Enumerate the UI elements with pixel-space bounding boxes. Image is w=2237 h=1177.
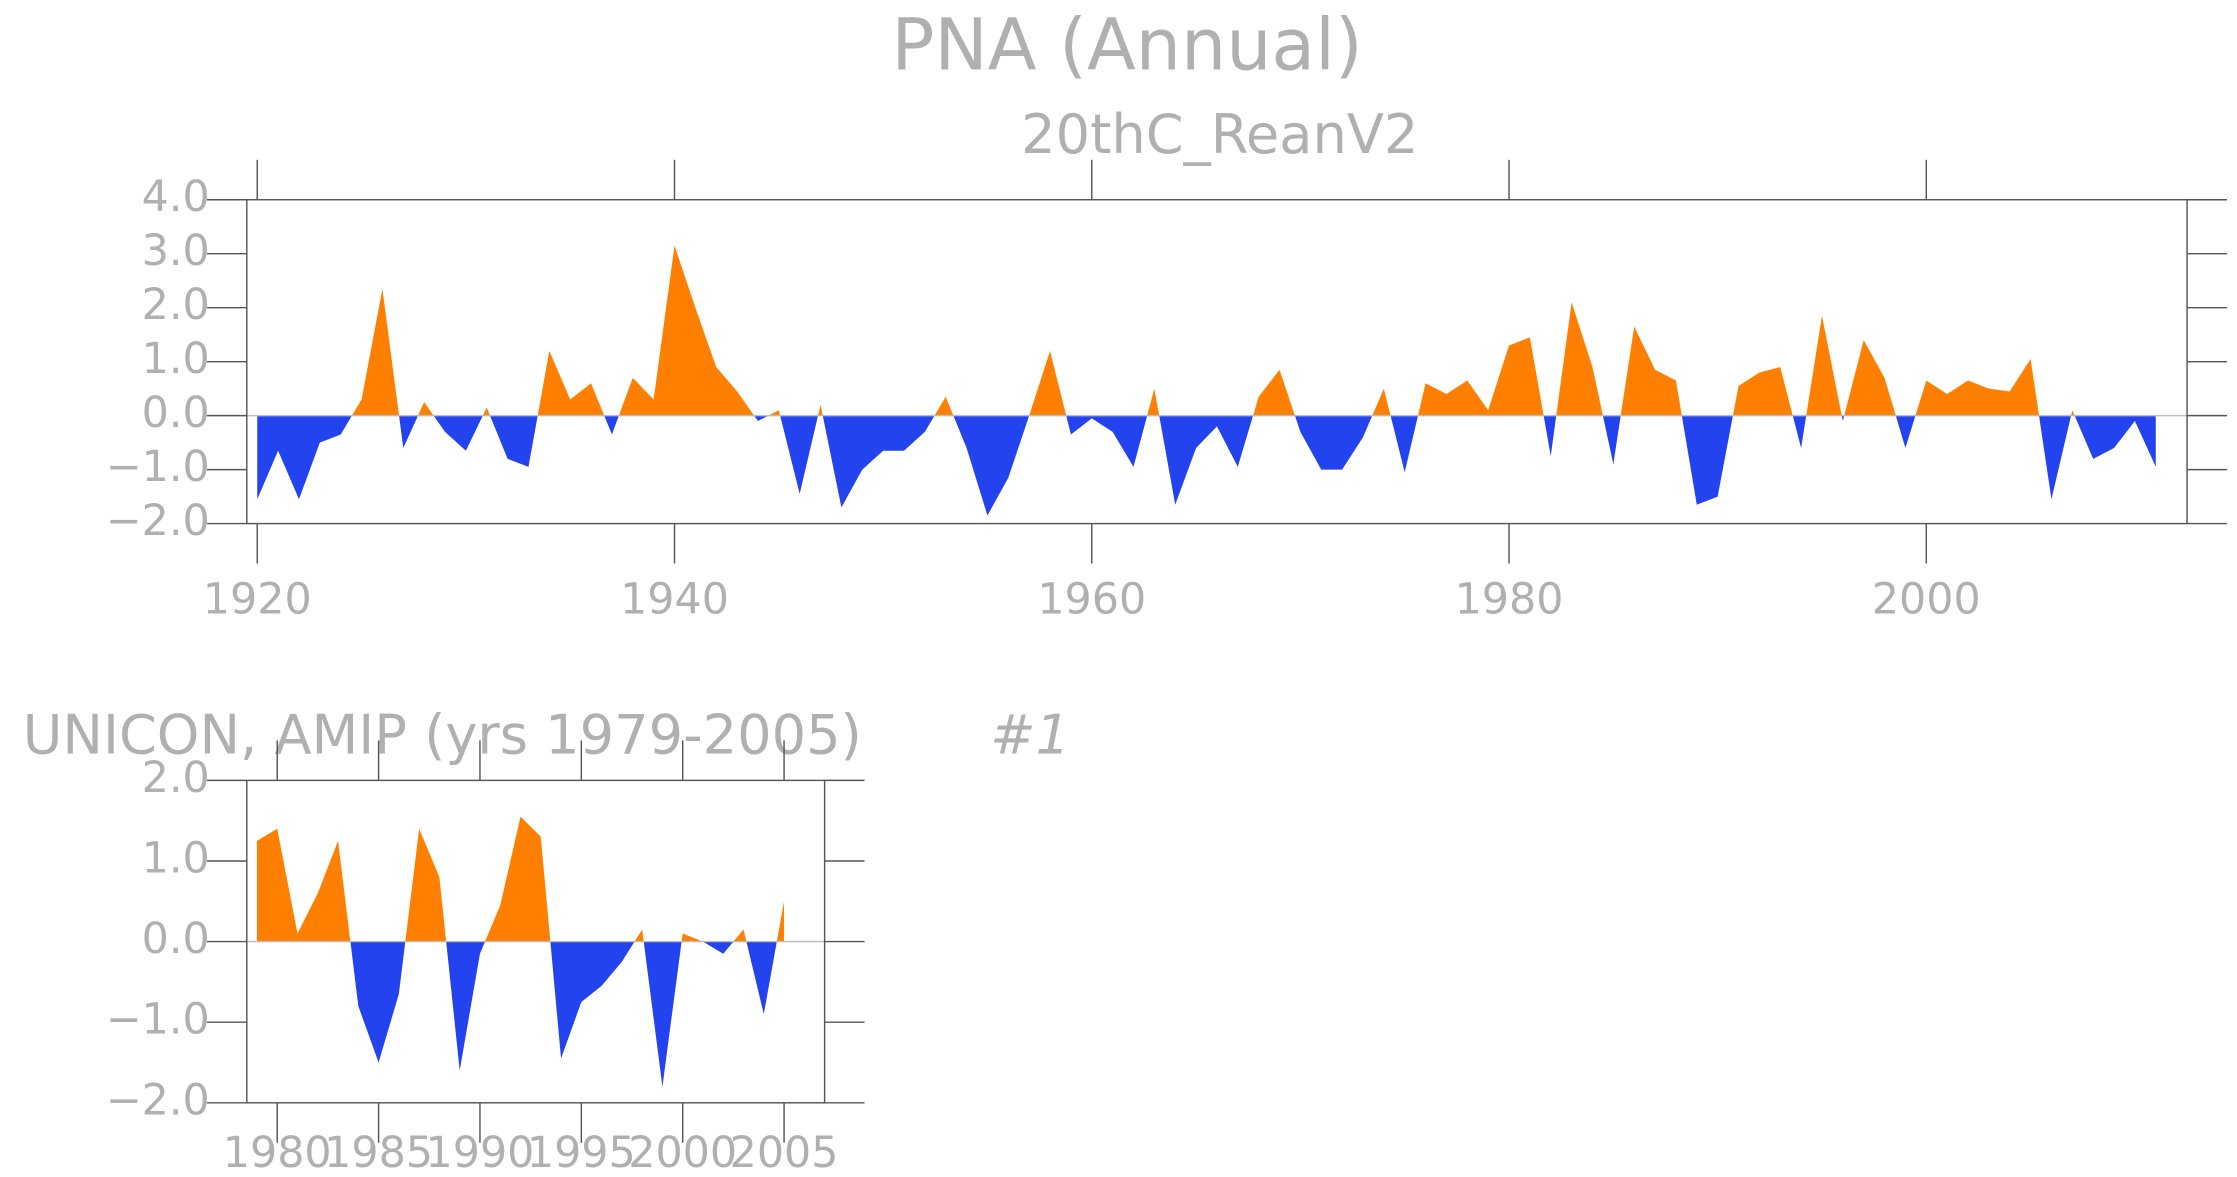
y-tick-label: 4.0 <box>142 172 210 222</box>
y-tick-label: 1.0 <box>142 833 210 883</box>
negative-area <box>257 415 2156 516</box>
y-tick-label: −1.0 <box>106 995 210 1045</box>
chart-title: UNICON, AMIP (yrs 1979-2005) <box>23 704 862 767</box>
y-tick-label: −1.0 <box>106 442 210 492</box>
negative-area <box>256 941 785 1087</box>
x-tick-label: 1985 <box>324 1128 433 1177</box>
y-tick-label: 0.0 <box>142 388 210 438</box>
x-tick-label: 1995 <box>527 1128 636 1177</box>
y-tick-label: −2.0 <box>106 1075 210 1125</box>
x-tick-label: 1990 <box>426 1128 535 1177</box>
x-tick-label: 1980 <box>223 1128 332 1177</box>
chart-title: PNA (Annual) <box>891 3 1362 86</box>
x-tick-label: 2000 <box>1872 575 1981 625</box>
y-tick-label: 2.0 <box>142 753 210 803</box>
y-tick-label: −2.0 <box>106 496 210 546</box>
annotation: #1 <box>990 704 1070 767</box>
y-tick-label: 3.0 <box>142 226 210 276</box>
y-tick-label: 1.0 <box>142 334 210 384</box>
chart-subtitle: 20thC_ReanV2 <box>1021 103 1418 166</box>
x-tick-label: 1960 <box>1037 575 1146 625</box>
x-tick-label: 1980 <box>1455 575 1564 625</box>
y-tick-label: 0.0 <box>142 914 210 964</box>
plot-frame <box>246 199 2188 525</box>
x-tick-label: 1920 <box>203 575 312 625</box>
positive-area <box>257 245 2156 416</box>
x-tick-label: 2005 <box>730 1128 839 1177</box>
x-tick-label: 2000 <box>628 1128 737 1177</box>
x-tick-label: 1940 <box>620 575 729 625</box>
positive-area <box>256 816 785 942</box>
y-tick-label: 2.0 <box>142 280 210 330</box>
